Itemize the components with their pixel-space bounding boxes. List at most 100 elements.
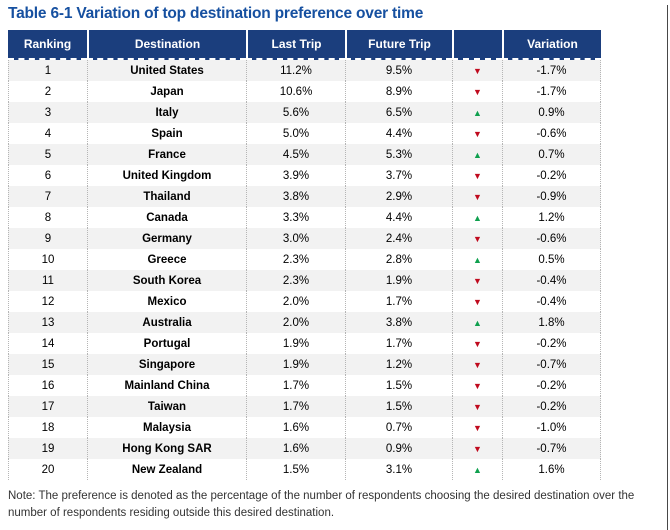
- last-trip-cell: 1.6%: [246, 438, 345, 459]
- table-body: 1 United States 11.2% 9.5% ▼ -1.7% 2 Jap…: [8, 60, 601, 480]
- trend-cell: ▲: [452, 144, 502, 165]
- destination-cell: Taiwan: [87, 396, 246, 417]
- future-trip-cell: 3.1%: [345, 459, 452, 480]
- last-trip-cell: 5.0%: [246, 123, 345, 144]
- down-triangle-icon: ▼: [473, 191, 482, 202]
- variation-cell: 0.7%: [502, 144, 601, 165]
- variation-cell: -0.4%: [502, 270, 601, 291]
- variation-cell: -0.7%: [502, 354, 601, 375]
- destination-cell: Germany: [87, 228, 246, 249]
- table-row: 2 Japan 10.6% 8.9% ▼ -1.7%: [8, 81, 601, 102]
- destination-cell: Mexico: [87, 291, 246, 312]
- variation-cell: -1.7%: [502, 81, 601, 102]
- header-future-trip: Future Trip: [345, 30, 452, 60]
- table-row: 3 Italy 5.6% 6.5% ▲ 0.9%: [8, 102, 601, 123]
- variation-cell: -0.2%: [502, 396, 601, 417]
- last-trip-cell: 2.3%: [246, 249, 345, 270]
- destination-cell: Australia: [87, 312, 246, 333]
- ranking-cell: 18: [8, 417, 87, 438]
- variation-cell: -0.4%: [502, 291, 601, 312]
- up-triangle-icon: ▲: [473, 254, 482, 265]
- trend-cell: ▼: [452, 123, 502, 144]
- future-trip-cell: 2.4%: [345, 228, 452, 249]
- destination-cell: United Kingdom: [87, 165, 246, 186]
- down-triangle-icon: ▼: [473, 359, 482, 370]
- variation-cell: -0.2%: [502, 333, 601, 354]
- ranking-cell: 16: [8, 375, 87, 396]
- ranking-cell: 14: [8, 333, 87, 354]
- destination-cell: Spain: [87, 123, 246, 144]
- destination-cell: New Zealand: [87, 459, 246, 480]
- destination-cell: Mainland China: [87, 375, 246, 396]
- ranking-cell: 11: [8, 270, 87, 291]
- variation-cell: 0.5%: [502, 249, 601, 270]
- destination-cell: Greece: [87, 249, 246, 270]
- variation-cell: -0.6%: [502, 123, 601, 144]
- table-row: 1 United States 11.2% 9.5% ▼ -1.7%: [8, 60, 601, 81]
- variation-cell: 0.9%: [502, 102, 601, 123]
- page-right-border: [667, 5, 668, 530]
- trend-cell: ▲: [452, 459, 502, 480]
- destination-cell: Portugal: [87, 333, 246, 354]
- last-trip-cell: 1.7%: [246, 396, 345, 417]
- report-page: Table 6-1 Variation of top destination p…: [0, 5, 670, 530]
- table-row: 9 Germany 3.0% 2.4% ▼ -0.6%: [8, 228, 601, 249]
- up-triangle-icon: ▲: [473, 212, 482, 223]
- down-triangle-icon: ▼: [473, 86, 482, 97]
- last-trip-cell: 11.2%: [246, 60, 345, 81]
- destination-cell: Japan: [87, 81, 246, 102]
- trend-cell: ▼: [452, 186, 502, 207]
- trend-cell: ▼: [452, 438, 502, 459]
- header-destination: Destination: [87, 30, 246, 60]
- table-row: 11 South Korea 2.3% 1.9% ▼ -0.4%: [8, 270, 601, 291]
- destination-cell: Thailand: [87, 186, 246, 207]
- down-triangle-icon: ▼: [473, 233, 482, 244]
- future-trip-cell: 1.5%: [345, 375, 452, 396]
- last-trip-cell: 1.9%: [246, 333, 345, 354]
- table-row: 6 United Kingdom 3.9% 3.7% ▼ -0.2%: [8, 165, 601, 186]
- down-triangle-icon: ▼: [473, 296, 482, 307]
- trend-cell: ▼: [452, 81, 502, 102]
- last-trip-cell: 1.9%: [246, 354, 345, 375]
- down-triangle-icon: ▼: [473, 275, 482, 286]
- last-trip-cell: 2.3%: [246, 270, 345, 291]
- future-trip-cell: 4.4%: [345, 207, 452, 228]
- trend-cell: ▼: [452, 165, 502, 186]
- future-trip-cell: 1.9%: [345, 270, 452, 291]
- future-trip-cell: 3.8%: [345, 312, 452, 333]
- ranking-cell: 7: [8, 186, 87, 207]
- ranking-cell: 3: [8, 102, 87, 123]
- trend-cell: ▼: [452, 417, 502, 438]
- trend-cell: ▼: [452, 354, 502, 375]
- trend-cell: ▼: [452, 228, 502, 249]
- table-row: 20 New Zealand 1.5% 3.1% ▲ 1.6%: [8, 459, 601, 480]
- trend-cell: ▼: [452, 60, 502, 81]
- destination-cell: United States: [87, 60, 246, 81]
- table-row: 10 Greece 2.3% 2.8% ▲ 0.5%: [8, 249, 601, 270]
- future-trip-cell: 5.3%: [345, 144, 452, 165]
- variation-cell: 1.6%: [502, 459, 601, 480]
- table-row: 12 Mexico 2.0% 1.7% ▼ -0.4%: [8, 291, 601, 312]
- variation-cell: 1.2%: [502, 207, 601, 228]
- table-title: Table 6-1 Variation of top destination p…: [8, 5, 424, 22]
- last-trip-cell: 3.9%: [246, 165, 345, 186]
- future-trip-cell: 0.7%: [345, 417, 452, 438]
- future-trip-cell: 4.4%: [345, 123, 452, 144]
- last-trip-cell: 3.3%: [246, 207, 345, 228]
- future-trip-cell: 1.5%: [345, 396, 452, 417]
- ranking-cell: 12: [8, 291, 87, 312]
- down-triangle-icon: ▼: [473, 65, 482, 76]
- future-trip-cell: 9.5%: [345, 60, 452, 81]
- ranking-cell: 4: [8, 123, 87, 144]
- up-triangle-icon: ▲: [473, 317, 482, 328]
- table-row: 19 Hong Kong SAR 1.6% 0.9% ▼ -0.7%: [8, 438, 601, 459]
- future-trip-cell: 2.9%: [345, 186, 452, 207]
- last-trip-cell: 2.0%: [246, 291, 345, 312]
- trend-cell: ▼: [452, 291, 502, 312]
- last-trip-cell: 1.5%: [246, 459, 345, 480]
- table-row: 8 Canada 3.3% 4.4% ▲ 1.2%: [8, 207, 601, 228]
- last-trip-cell: 3.8%: [246, 186, 345, 207]
- ranking-cell: 5: [8, 144, 87, 165]
- table-row: 18 Malaysia 1.6% 0.7% ▼ -1.0%: [8, 417, 601, 438]
- trend-cell: ▲: [452, 207, 502, 228]
